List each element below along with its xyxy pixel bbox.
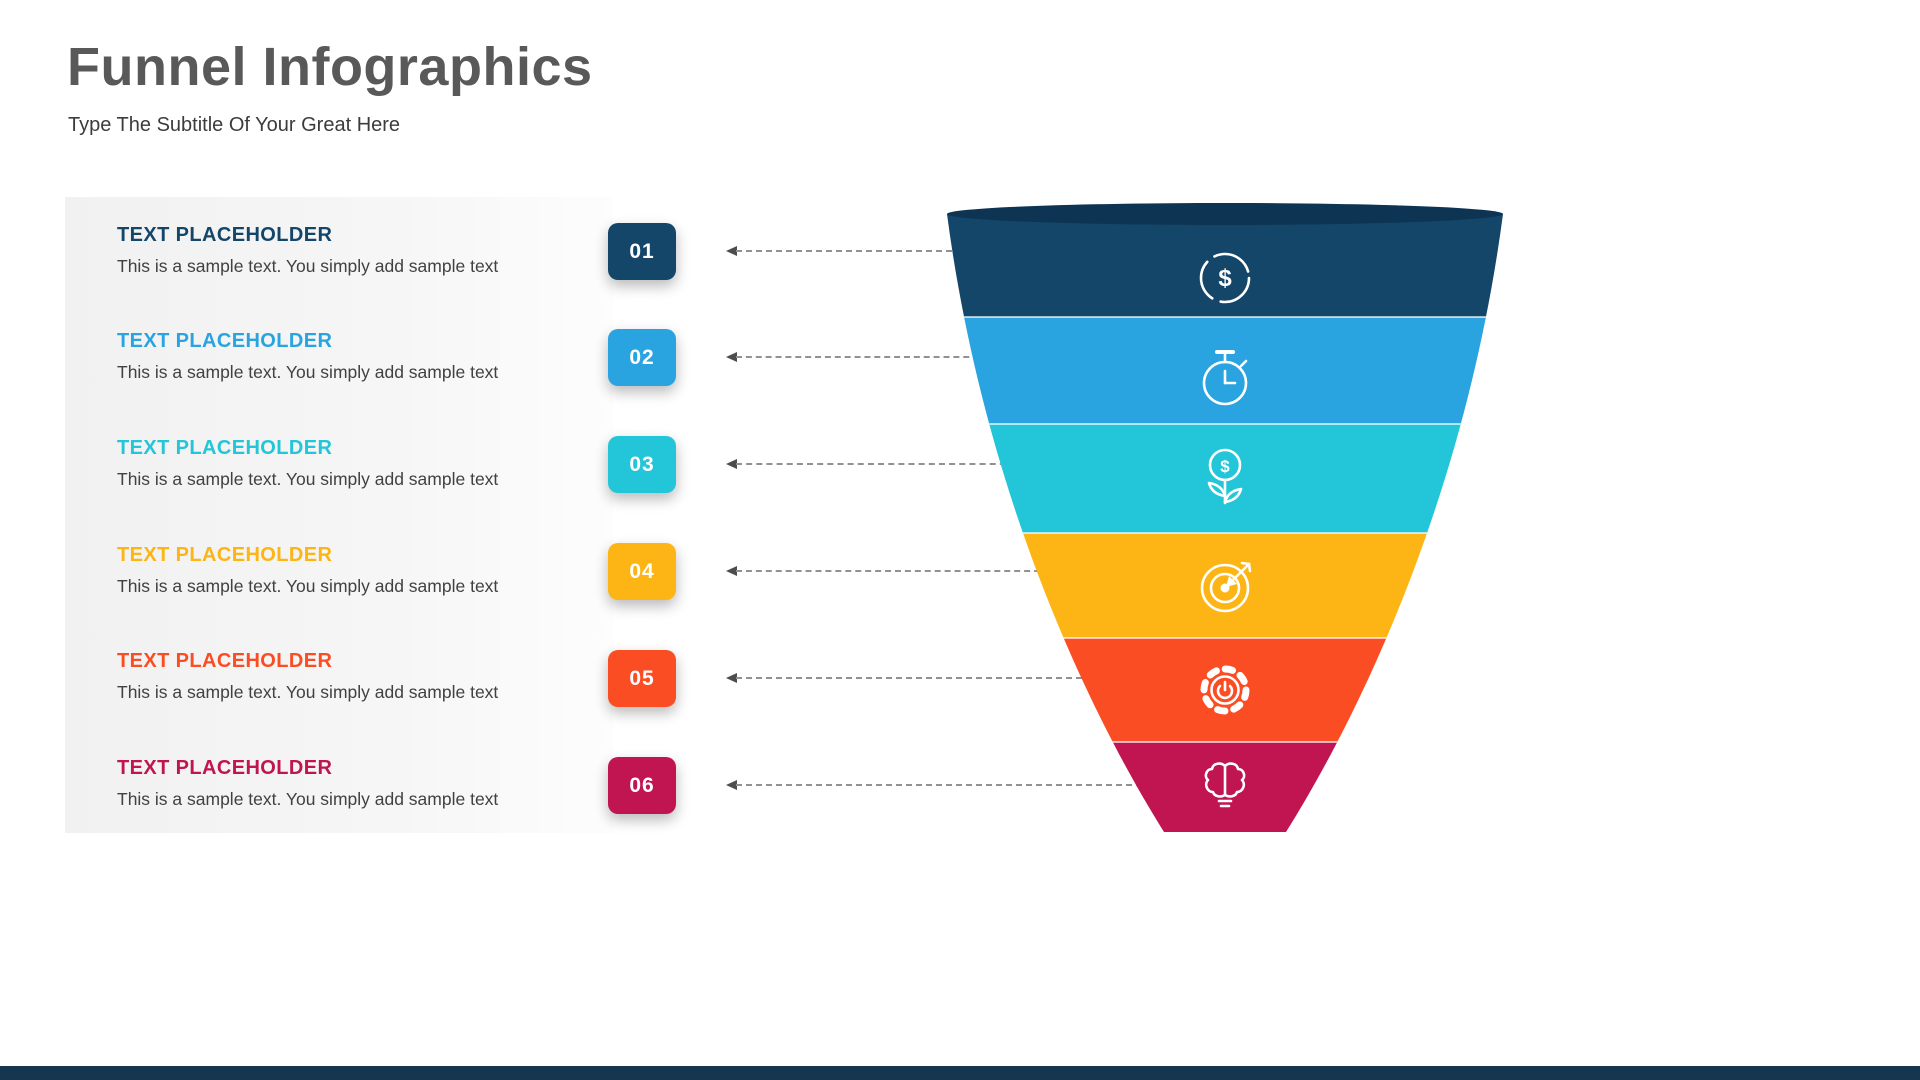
arrowhead-left-icon bbox=[726, 246, 737, 256]
arrowhead-left-icon bbox=[726, 673, 737, 683]
item-body: This is a sample text. You simply add sa… bbox=[117, 576, 499, 596]
bottom-accent-bar bbox=[0, 1066, 1920, 1080]
svg-text:$: $ bbox=[1218, 265, 1232, 292]
dashed-line bbox=[736, 570, 1050, 572]
list-item-4: TEXT PLACEHOLDER This is a sample text. … bbox=[117, 544, 597, 598]
list-panel bbox=[65, 197, 613, 833]
dashed-line bbox=[736, 784, 1162, 786]
item-heading: TEXT PLACEHOLDER bbox=[117, 757, 333, 779]
dashed-line bbox=[736, 463, 1016, 465]
connector-arrow-6 bbox=[726, 779, 1162, 791]
gear-icon bbox=[1200, 665, 1250, 715]
list-item-5: TEXT PLACEHOLDER This is a sample text. … bbox=[117, 650, 597, 704]
item-body: This is a sample text. You simply add sa… bbox=[117, 469, 499, 489]
item-heading: TEXT PLACEHOLDER bbox=[117, 650, 333, 672]
item-heading: TEXT PLACEHOLDER bbox=[117, 437, 333, 459]
number-badge-6: 06 bbox=[608, 757, 676, 814]
page-subtitle: Type The Subtitle Of Your Great Here bbox=[68, 114, 401, 136]
connector-arrow-5 bbox=[726, 672, 1112, 684]
pie-chart-dollar-icon: $ bbox=[1199, 252, 1251, 304]
item-heading: TEXT PLACEHOLDER bbox=[117, 544, 333, 566]
number-badge-5: 05 bbox=[608, 650, 676, 707]
number-badge-4: 04 bbox=[608, 543, 676, 600]
list-item-6: TEXT PLACEHOLDER This is a sample text. … bbox=[117, 757, 597, 811]
connector-arrow-4 bbox=[726, 565, 1050, 577]
dashed-line bbox=[736, 677, 1112, 679]
page-title: Funnel Infographics bbox=[67, 37, 593, 97]
target-arrow-icon bbox=[1200, 561, 1252, 613]
number-badge-2: 02 bbox=[608, 329, 676, 386]
arrowhead-left-icon bbox=[726, 780, 737, 790]
funnel-segment-3 bbox=[947, 424, 1503, 533]
item-body: This is a sample text. You simply add sa… bbox=[117, 789, 499, 809]
stopwatch-icon bbox=[1202, 350, 1248, 406]
item-heading: TEXT PLACEHOLDER bbox=[117, 224, 333, 246]
item-body: This is a sample text. You simply add sa… bbox=[117, 682, 499, 702]
number-badge-3: 03 bbox=[608, 436, 676, 493]
dashed-line bbox=[736, 250, 962, 252]
number-badge-1: 01 bbox=[608, 223, 676, 280]
list-item-2: TEXT PLACEHOLDER This is a sample text. … bbox=[117, 330, 597, 384]
item-body: This is a sample text. You simply add sa… bbox=[117, 256, 499, 276]
arrowhead-left-icon bbox=[726, 566, 737, 576]
brain-icon bbox=[1204, 762, 1246, 808]
list-item-3: TEXT PLACEHOLDER This is a sample text. … bbox=[117, 437, 597, 491]
funnel-chart: $ $ bbox=[947, 203, 1503, 832]
funnel-rim bbox=[947, 203, 1503, 225]
item-heading: TEXT PLACEHOLDER bbox=[117, 330, 333, 352]
arrowhead-left-icon bbox=[726, 459, 737, 469]
connector-arrow-1 bbox=[726, 245, 962, 257]
item-body: This is a sample text. You simply add sa… bbox=[117, 362, 499, 382]
connector-arrow-2 bbox=[726, 351, 989, 363]
funnel-segment-1 bbox=[947, 214, 1503, 317]
arrowhead-left-icon bbox=[726, 352, 737, 362]
svg-text:$: $ bbox=[1220, 457, 1230, 476]
connector-arrow-3 bbox=[726, 458, 1016, 470]
dashed-line bbox=[736, 356, 989, 358]
money-growth-icon: $ bbox=[1207, 448, 1243, 505]
list-item-1: TEXT PLACEHOLDER This is a sample text. … bbox=[117, 224, 597, 278]
